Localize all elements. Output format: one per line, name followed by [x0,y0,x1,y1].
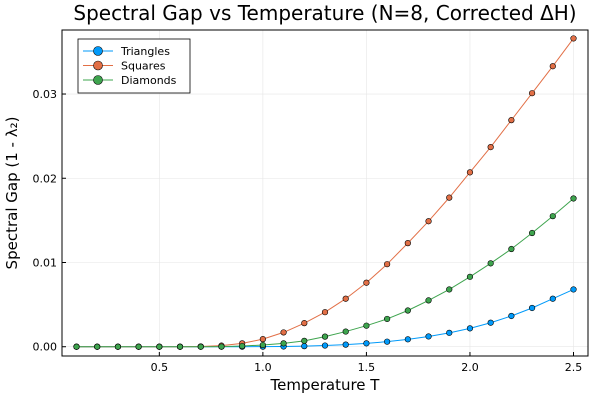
plot-frame [61,29,589,357]
data-point [466,273,474,280]
data-point [114,343,122,350]
data-point [135,343,142,350]
data-point [528,229,536,237]
data-point [259,341,266,349]
data-point [446,286,453,293]
data-point [446,194,453,201]
data-point [363,279,370,286]
data-point [342,341,349,348]
x-tick-label: 1.5 [358,361,376,374]
data-point [404,336,411,343]
chart-title: Spectral Gap vs Temperature (N=8, Correc… [73,1,576,25]
data-point [528,304,536,312]
data-point [301,337,308,344]
data-point [384,261,391,268]
legend-marker [93,60,103,71]
data-point [218,343,225,350]
data-point [404,307,411,314]
data-point [425,333,432,340]
data-point [156,343,163,350]
data-point [570,286,577,293]
series-diamonds [73,195,577,350]
data-point [239,342,246,350]
x-tick-label: 2.0 [461,361,479,374]
data-point [259,336,266,343]
data-point [466,325,474,332]
y-tick-label: 0.01 [33,256,58,269]
data-point [363,340,370,347]
plot-area [73,35,577,350]
legend-label: Triangles [120,45,170,58]
data-point [487,143,494,151]
data-point [549,295,556,302]
data-point [466,169,474,176]
data-point [549,63,556,70]
y-tick-label: 0.02 [33,172,58,185]
data-point [197,343,204,350]
legend-marker [93,75,103,85]
data-point [425,297,432,304]
data-point [487,260,494,267]
data-point [528,90,536,97]
data-point [570,35,577,42]
data-point [508,312,515,320]
data-point [508,245,515,253]
data-point [321,333,329,340]
data-point [280,329,287,336]
x-tick-label: 1.0 [254,361,272,374]
data-point [301,320,308,327]
data-point [342,328,349,335]
x-axis-label: Temperature T [270,376,381,394]
data-point [363,322,370,329]
data-point [446,329,453,336]
data-point [342,295,349,302]
data-point [508,117,515,124]
data-point [384,315,391,323]
y-tick-label: 0.00 [33,341,58,354]
series-squares [73,35,577,350]
data-point [321,309,329,316]
data-point [176,343,184,350]
legend-label: Squares [121,60,166,73]
series-line [76,198,574,348]
axis-ticks: 0.5 1.0 1.5 2.0 2.5 0.00 0.01 0.02 0.03 [33,88,583,374]
data-point [73,343,80,350]
data-point [94,343,101,350]
data-point [280,340,287,347]
data-point [321,342,329,349]
data-point [487,319,494,326]
legend-label: Diamonds [121,74,177,87]
data-point [570,195,577,202]
data-point [549,213,556,220]
data-point [404,240,411,247]
data-point [425,218,432,225]
y-tick-label: 0.03 [33,88,58,101]
data-point [301,343,308,350]
y-axis-label: Spectral Gap (1 - λ₂) [3,117,21,270]
series-triangles [73,286,577,350]
x-tick-label: 2.5 [565,361,583,374]
data-point [384,338,391,345]
x-tick-label: 0.5 [151,361,169,374]
legend-marker [93,46,103,56]
